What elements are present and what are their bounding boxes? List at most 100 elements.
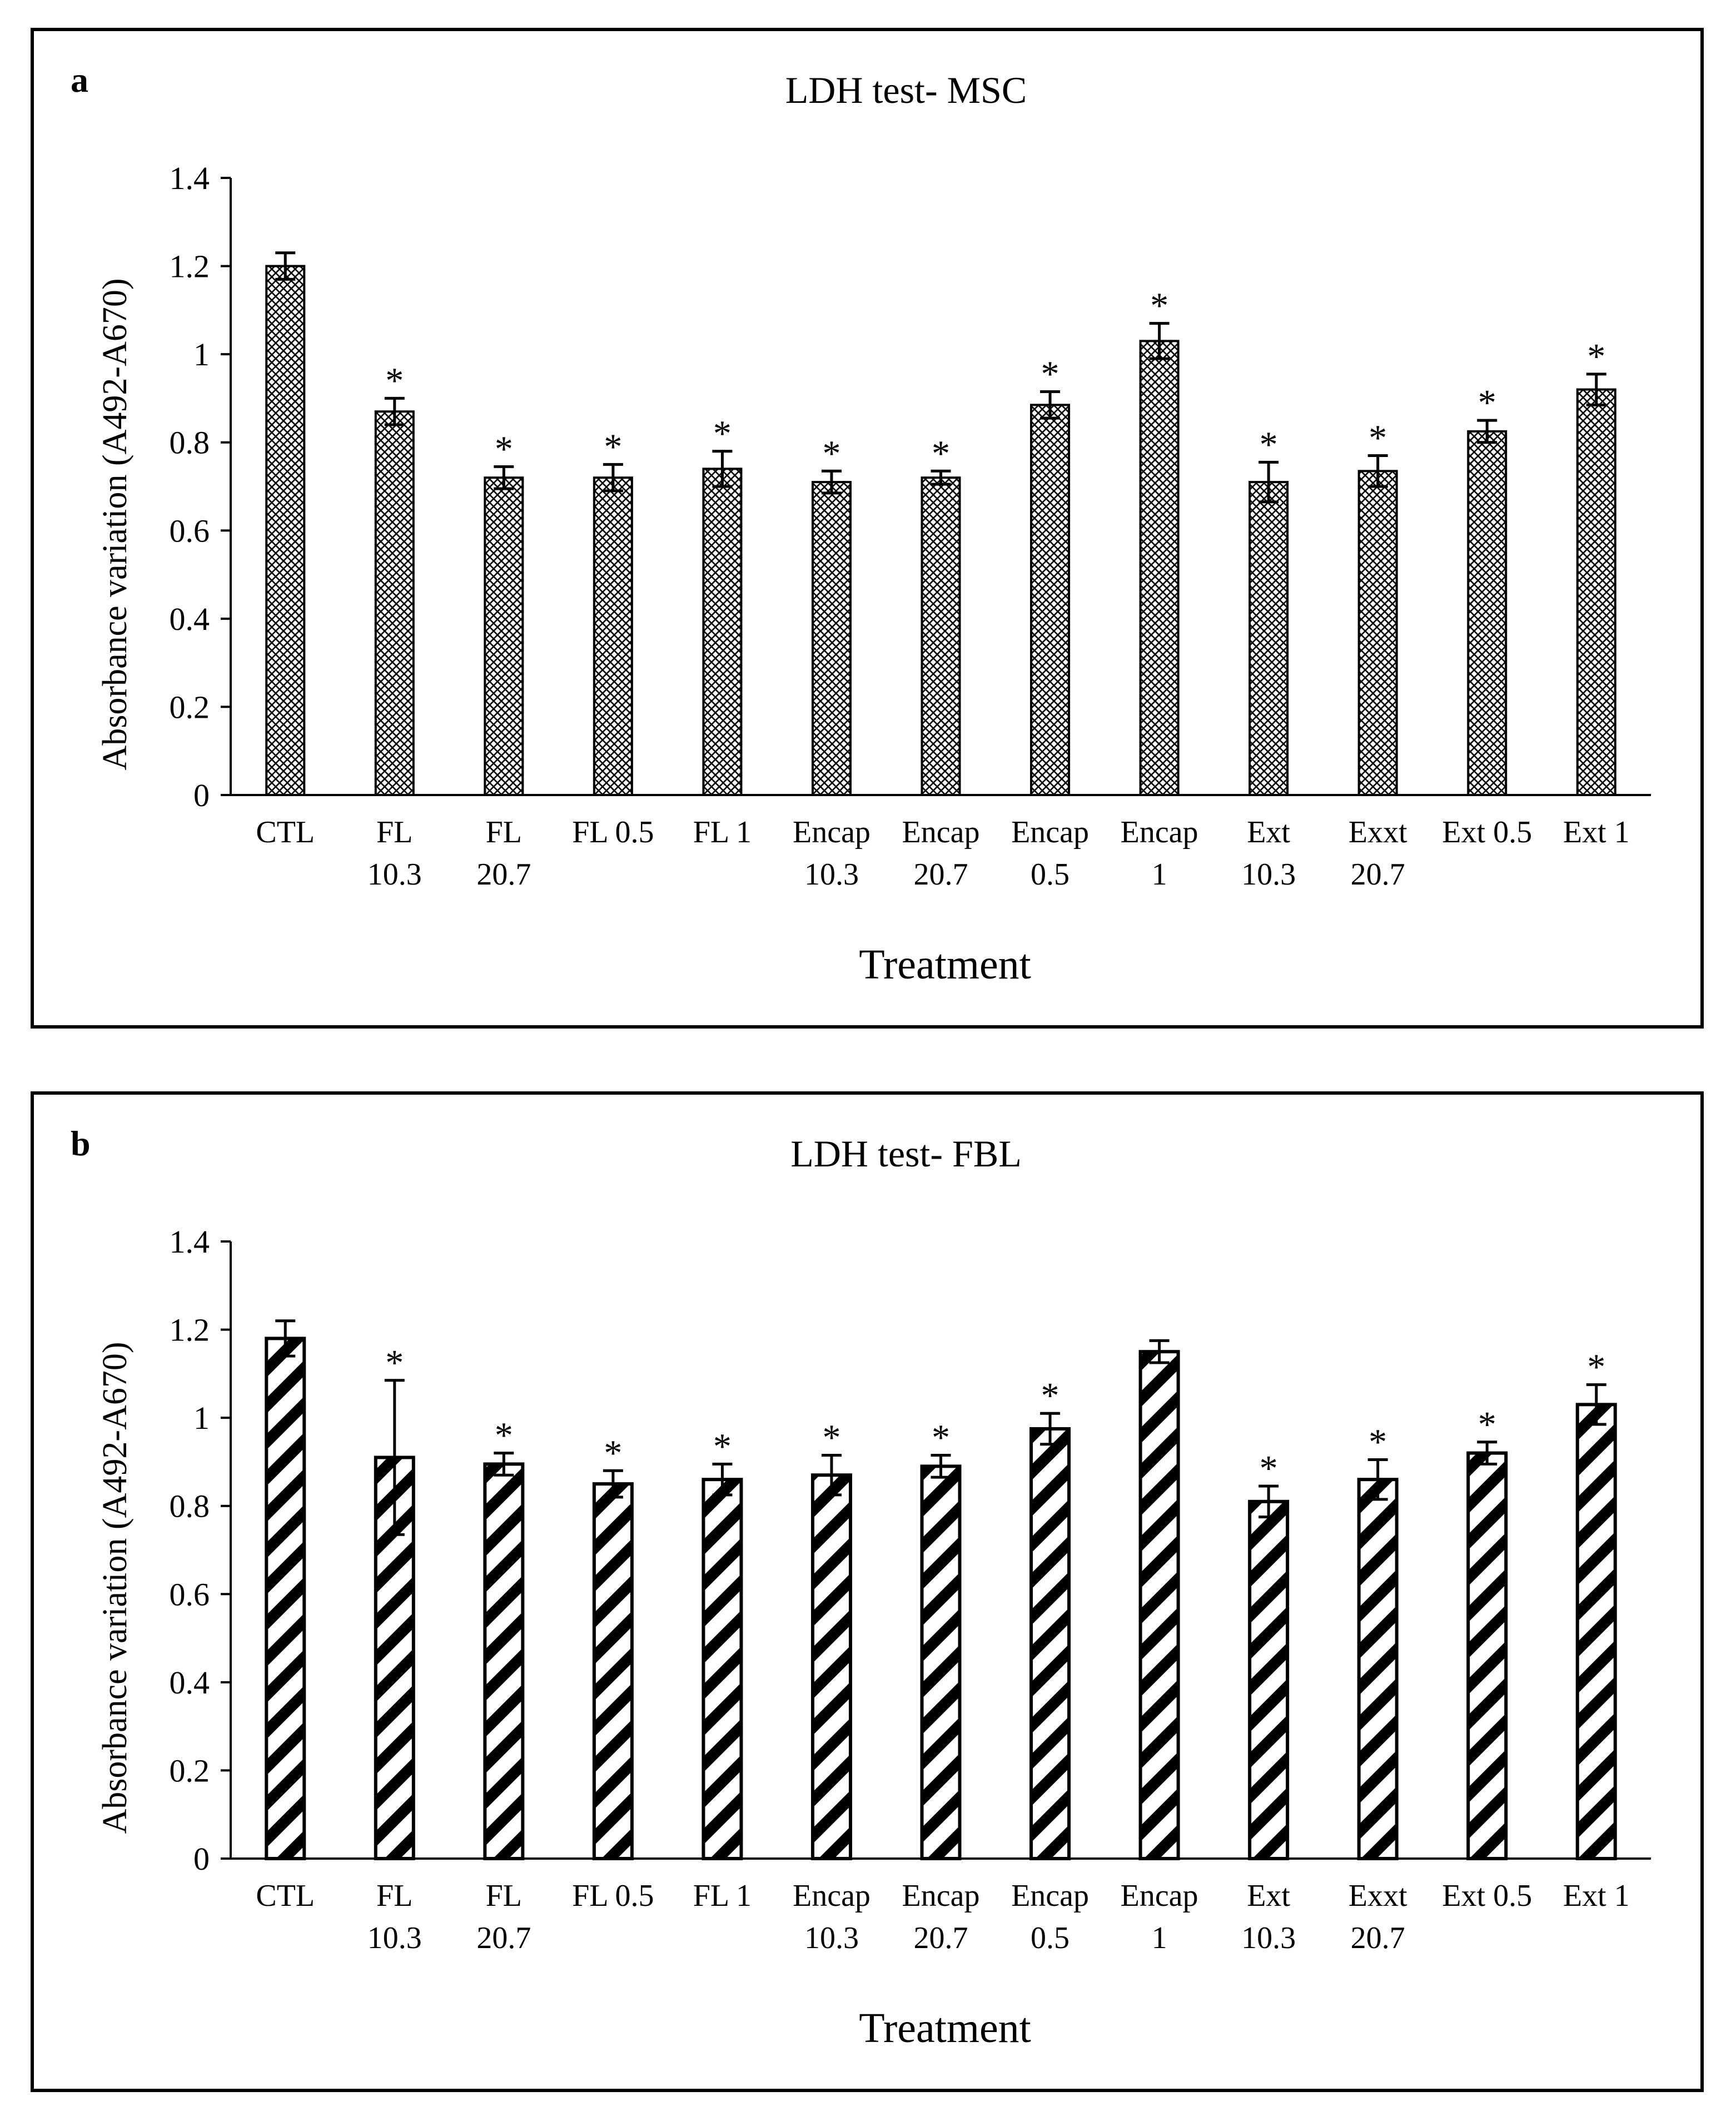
significance-mark: *	[1478, 383, 1496, 423]
significance-mark: *	[1587, 1347, 1605, 1388]
bar	[1467, 430, 1508, 796]
panel-label: a	[71, 60, 88, 100]
x-tick-label: FL 1	[693, 1879, 752, 1913]
y-tick-label: 1.4	[170, 160, 210, 196]
significance-mark: *	[495, 429, 513, 469]
y-tick-label: 1.4	[170, 1224, 210, 1260]
x-tick-label: 20.7	[914, 857, 968, 892]
x-tick-label: Encap	[1121, 815, 1198, 850]
x-tick-label: 20.7	[476, 1921, 531, 1955]
plot-area: 0 0.2 0.4 0.6 0.8 1 1.2 1.4 CTL * FL 10.3 * FL 20.7 * FL…	[170, 160, 1651, 892]
x-tick-label: 10.3	[1241, 1921, 1296, 1955]
y-tick-label: 0.6	[170, 513, 210, 549]
chart-title: LDH test- FBL	[790, 1132, 1022, 1175]
significance-mark: *	[385, 360, 404, 401]
x-tick-label: 10.3	[804, 857, 859, 892]
y-axis-label: Absorbance variation (A492-A670)	[96, 1342, 134, 1834]
plot-area: 0 0.2 0.4 0.6 0.8 1 1.2 1.4 CTL * FL 10.3 * FL 20.7 * FL…	[170, 1224, 1651, 1955]
x-tick-label: 0.5	[1031, 1921, 1070, 1955]
bar	[920, 1464, 962, 1860]
x-tick-label: Encap	[1011, 815, 1089, 850]
x-tick-label: CTL	[256, 815, 315, 850]
bar	[1138, 1350, 1180, 1860]
significance-mark: *	[1150, 286, 1168, 326]
bar	[1029, 1427, 1071, 1860]
x-tick-label: FL	[486, 815, 522, 850]
chart-panel-b: b LDH test- FBL Absorbance variation (A4…	[31, 1091, 1704, 2092]
bar	[1357, 1478, 1399, 1860]
x-tick-label: 20.7	[476, 857, 531, 892]
significance-mark: *	[713, 414, 732, 454]
x-axis-label: Treatment	[859, 941, 1031, 988]
x-tick-label: FL 0.5	[572, 815, 654, 850]
bar	[484, 476, 524, 796]
y-tick-label: 0.8	[170, 1488, 210, 1524]
bar	[1248, 481, 1289, 796]
y-tick-label: 0.2	[170, 1752, 210, 1789]
y-tick-label: 0	[193, 1841, 210, 1877]
significance-mark: *	[1260, 1448, 1278, 1489]
x-tick-label: 20.7	[914, 1921, 968, 1955]
x-tick-label: Exxt	[1349, 1879, 1407, 1913]
bar	[1466, 1451, 1508, 1860]
bar	[811, 481, 852, 796]
x-tick-label: Encap	[793, 1879, 871, 1913]
y-tick-label: 0	[193, 777, 210, 813]
y-tick-label: 1	[193, 1400, 210, 1436]
significance-mark: *	[932, 1418, 950, 1458]
significance-mark: *	[1369, 418, 1387, 459]
x-tick-label: Encap	[902, 1879, 980, 1913]
x-tick-label: 10.3	[1241, 857, 1296, 892]
x-tick-label: 20.7	[1351, 857, 1405, 892]
significance-mark: *	[1478, 1404, 1496, 1445]
bar	[1575, 1403, 1617, 1860]
bar	[702, 468, 743, 796]
x-tick-label: FL	[376, 1879, 412, 1913]
y-tick-label: 1.2	[170, 1312, 210, 1348]
significance-mark: *	[932, 433, 950, 474]
x-tick-label: Encap	[1121, 1879, 1198, 1913]
x-tick-label: 10.3	[804, 1921, 859, 1955]
bar	[592, 1482, 634, 1860]
significance-mark: *	[1369, 1422, 1387, 1462]
x-tick-label: 1	[1152, 857, 1167, 892]
y-tick-label: 0.4	[170, 1665, 210, 1701]
x-tick-label: FL	[486, 1879, 522, 1913]
significance-mark: *	[822, 1418, 840, 1458]
x-tick-label: Encap	[902, 815, 980, 850]
y-axis-label: Absorbance variation (A492-A670)	[96, 279, 134, 771]
significance-mark: *	[604, 426, 622, 467]
chart-panel-a: a LDH test- MSC Absorbance variation (A4…	[31, 28, 1704, 1029]
x-tick-label: 10.3	[367, 857, 422, 892]
x-tick-label: Ext	[1247, 815, 1290, 850]
significance-mark: *	[1041, 1375, 1059, 1416]
significance-mark: *	[713, 1426, 732, 1467]
x-tick-label: Ext 1	[1563, 815, 1630, 850]
bar	[265, 1337, 306, 1860]
y-tick-label: 0.4	[170, 601, 210, 637]
x-tick-label: 1	[1152, 1921, 1167, 1955]
x-tick-label: FL 0.5	[572, 1879, 654, 1913]
bar	[265, 265, 306, 797]
significance-mark: *	[495, 1415, 513, 1456]
significance-mark: *	[1260, 424, 1278, 465]
bar	[702, 1478, 743, 1860]
bar	[1030, 404, 1071, 796]
chart-b-svg: b LDH test- FBL Absorbance variation (A4…	[71, 1124, 1651, 2052]
chart-title: LDH test- MSC	[785, 69, 1027, 111]
bar	[1139, 340, 1180, 796]
bar	[1576, 388, 1616, 796]
significance-mark: *	[822, 433, 840, 474]
x-tick-label: 10.3	[367, 1921, 422, 1955]
x-tick-label: 0.5	[1031, 857, 1070, 892]
x-tick-label: Ext 0.5	[1442, 815, 1532, 850]
bar	[593, 476, 633, 796]
significance-mark: *	[1587, 336, 1605, 377]
y-tick-label: 0.8	[170, 425, 210, 461]
x-tick-label: Ext 0.5	[1442, 1879, 1532, 1913]
bar	[374, 410, 415, 796]
x-tick-label: 20.7	[1351, 1921, 1405, 1955]
x-tick-label: FL 1	[693, 815, 752, 850]
panel-label: b	[71, 1124, 91, 1163]
chart-a-svg: a LDH test- MSC Absorbance variation (A4…	[71, 60, 1651, 988]
